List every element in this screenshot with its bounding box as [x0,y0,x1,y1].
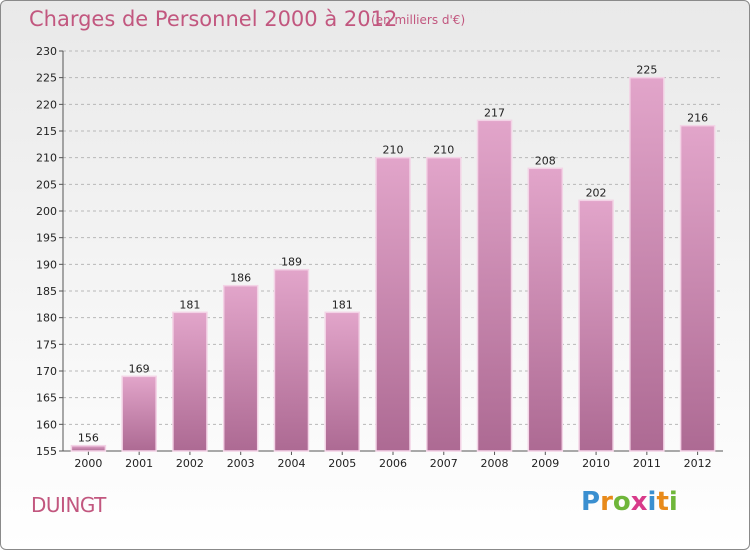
x-tick-label-2008: 2008 [481,457,509,470]
logo-letter: r [600,487,613,517]
y-tick-label: 210 [36,152,57,165]
bars [70,76,716,452]
bar-value-label-2010: 202 [586,186,607,199]
y-tick-label: 195 [36,232,57,245]
x-tick-label-2009: 2009 [531,457,559,470]
bar-value-label-2012: 216 [687,112,708,125]
x-tick-label-2006: 2006 [379,457,407,470]
commune-name: DUINGT [31,493,106,517]
bar-2009 [527,167,564,452]
bar-value-label-2003: 186 [230,272,251,285]
bar-value-label-2002: 181 [179,298,200,311]
logo-letter: i [668,487,678,517]
bar-2011 [629,76,665,452]
logo-letter: P [581,487,601,517]
y-tick-label: 225 [36,72,57,85]
y-tick-label: 175 [36,338,57,351]
x-tick-label-2005: 2005 [328,457,356,470]
y-tick-label: 220 [36,98,57,111]
bar-2005 [324,311,360,452]
bar-value-label-2008: 217 [484,106,505,119]
bar-2000 [70,444,107,452]
logo-letter: i [647,487,657,517]
x-tick-label-2001: 2001 [125,457,153,470]
bar-2001 [121,375,157,452]
y-tick-label: 230 [36,45,57,58]
logo-letter: o [612,487,631,517]
y-tick-label: 205 [36,178,57,191]
labels: 155 160 165 170 175 180 185 190 195 200 205 210 215 2… [36,45,712,470]
y-tick-label: 170 [36,365,57,378]
bar-value-label-2011: 225 [636,64,657,77]
x-tick-label-2011: 2011 [633,457,661,470]
logo-letter: t [656,487,669,517]
logo-letter: x [630,487,648,517]
bar-value-label-2004: 189 [281,256,302,269]
y-tick-label: 190 [36,258,57,271]
bar-2004 [273,268,310,452]
bar-value-label-2005: 181 [332,298,353,311]
x-tick-label-2002: 2002 [176,457,204,470]
x-tick-label-2003: 2003 [227,457,255,470]
bar-2007 [426,156,462,452]
bar-value-label-2000: 156 [78,432,99,445]
bar-value-label-2009: 208 [535,154,556,167]
y-tick-label: 215 [36,125,57,138]
x-tick-label-2010: 2010 [582,457,610,470]
y-tick-label: 160 [36,418,57,431]
y-tick-label: 200 [36,205,57,218]
bar-2002 [172,311,208,452]
bar-2012 [679,124,716,452]
proxiti-logo: Proxiti [581,487,678,517]
y-tick-label: 185 [36,285,57,298]
bar-2008 [476,119,513,452]
x-tick-label-2000: 2000 [74,457,102,470]
bar-value-label-2001: 169 [129,362,150,375]
chart-title: Charges de Personnel 2000 à 2012 [29,7,398,31]
bar-2003 [222,284,259,452]
bar-value-label-2006: 210 [383,144,404,157]
chart-unit: (en milliers d'€) [371,13,466,27]
bar-2010 [578,199,614,452]
y-tick-label: 155 [36,445,57,458]
x-tick-label-2004: 2004 [277,457,305,470]
y-tick-label: 180 [36,312,57,325]
x-tick-label-2007: 2007 [430,457,458,470]
x-tick-label-2012: 2012 [684,457,712,470]
bar-value-label-2007: 210 [433,144,454,157]
y-tick-label: 165 [36,392,57,405]
bar-2006 [375,156,411,452]
